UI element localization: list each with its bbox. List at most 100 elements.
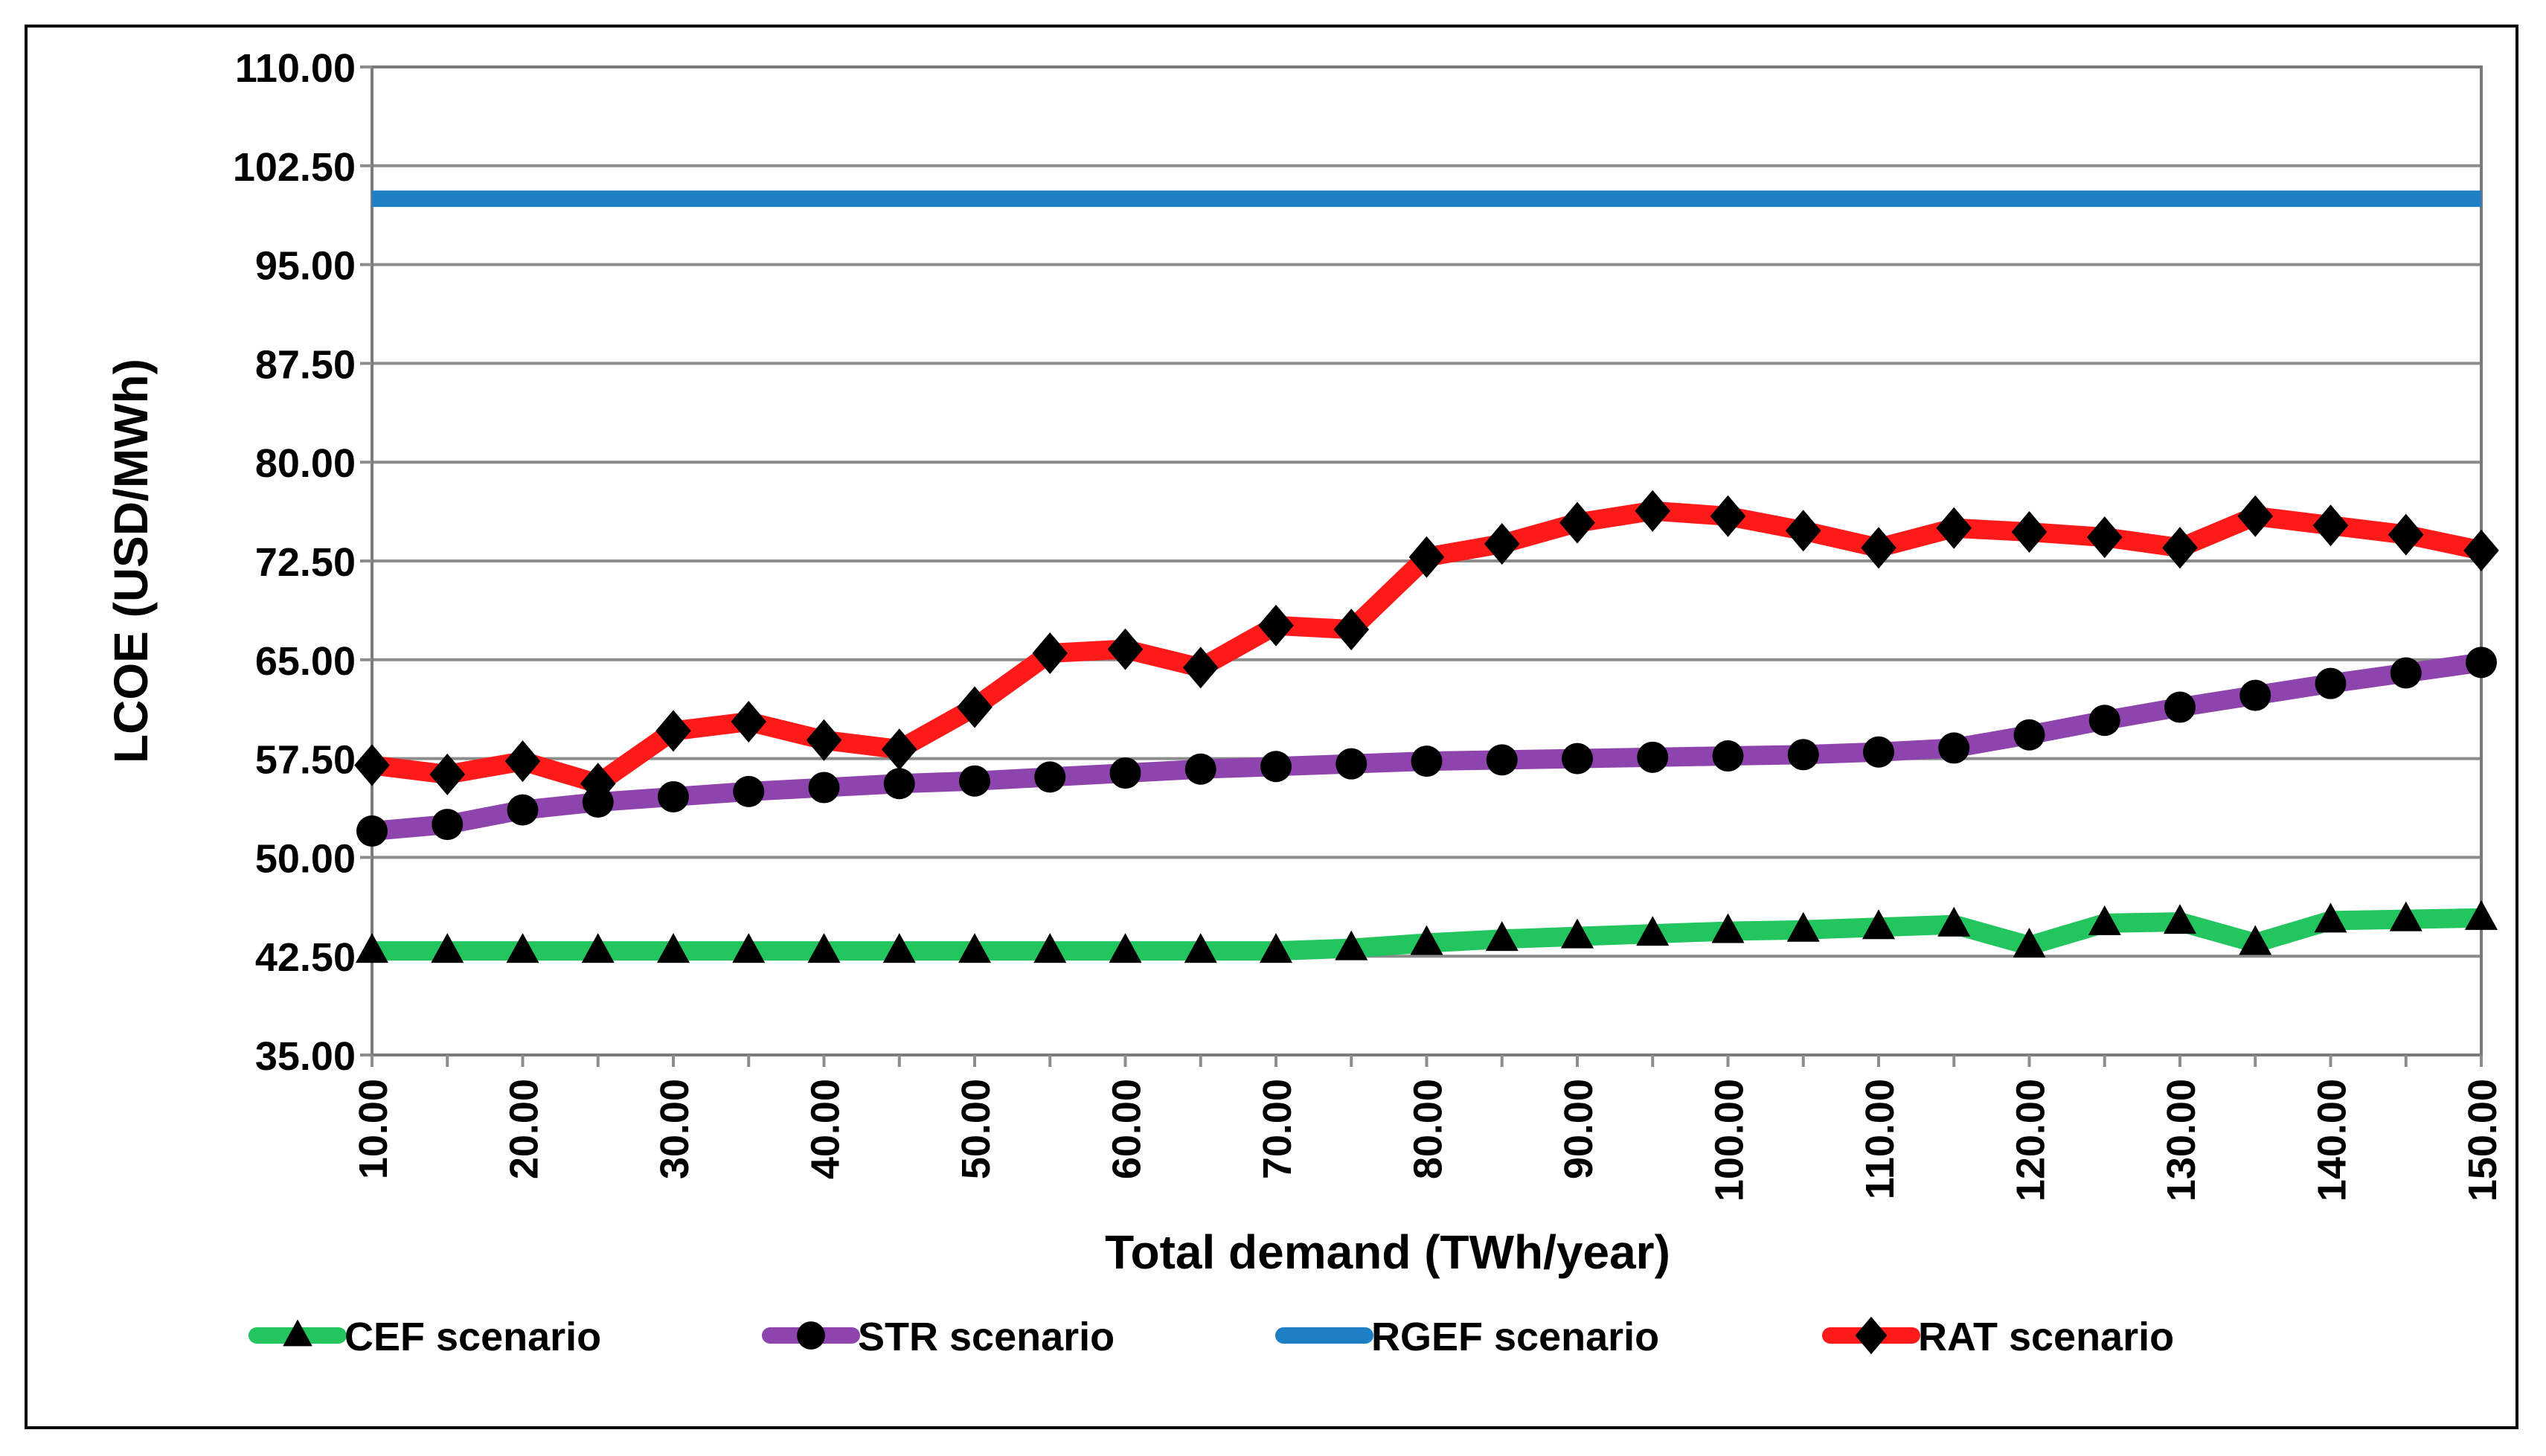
data-point-cef [1335,930,1368,960]
y-tick-label: 35.00 [255,1034,356,1079]
data-point-str [733,775,765,807]
data-point-rat [1258,604,1294,647]
data-point-str [356,815,388,847]
x-tick-label: 120.00 [2009,1079,2053,1202]
data-point-cef [581,933,615,963]
data-point-cef [1862,909,1895,940]
data-point-rat [580,763,616,805]
series-rat [354,490,2499,805]
data-point-cef [2314,902,2347,933]
data-point-rat [354,744,390,786]
y-tick-label: 102.50 [233,145,356,190]
data-point-cef [506,933,539,963]
y-tick-label: 95.00 [255,244,356,289]
x-tick-label: 60.00 [1105,1079,1149,1179]
y-tick-label: 72.50 [255,540,356,585]
data-point-cef [2389,901,2422,931]
y-tick-label: 42.50 [255,935,356,980]
data-point-str [658,780,689,812]
data-point-cef [732,933,766,963]
x-tick-label: 20.00 [502,1079,547,1179]
data-point-str [1787,739,1819,771]
data-point-rat [1182,647,1219,689]
data-point-cef [1786,911,1820,942]
data-point-cef [2013,928,2046,958]
data-point-rat [1635,490,1671,532]
x-tick-label: 10.00 [351,1079,396,1179]
data-point-cef [2164,904,2196,934]
data-point-str [2390,657,2422,689]
data-point-str [2088,705,2120,737]
data-point-cef [2088,905,2121,935]
x-tick-label: 50.00 [954,1079,998,1179]
data-point-cef [2239,925,2272,955]
data-point-cef [2465,899,2498,930]
x-tick-label: 100.00 [1708,1079,1752,1202]
data-point-rat [1559,501,1595,544]
y-axis-label: LCOE (USD/MWh) [104,359,158,763]
data-point-str [2164,691,2196,723]
data-point-cef [1184,933,1217,963]
data-point-cef [1636,916,1670,946]
data-point-rat [731,701,767,743]
legend-label-cef: CEF scenario [344,1315,601,1359]
data-point-cef [882,933,916,963]
data-point-cef [1260,933,1292,963]
data-point-rat [2011,511,2048,554]
data-point-cef [356,933,388,963]
data-point-cef [1711,913,1745,943]
data-point-str [2466,647,2497,679]
data-point-rat [1408,536,1445,578]
data-point-str [507,794,539,826]
data-point-str [1938,732,1970,764]
y-tick-label: 57.50 [255,738,356,783]
data-point-str [1486,744,1518,776]
x-axis-ticks: 10.00 20.00 30.00 40.00 50.00 60.00 70.00 80.00… [351,1055,2505,1202]
data-point-rat [2086,516,2123,559]
y-tick-label: 50.00 [255,836,356,881]
data-point-rat [2463,529,2499,571]
data-point-rat [504,740,541,783]
data-point-str [1411,745,1443,777]
data-point-rat [1861,527,1896,569]
data-point-str [1335,748,1367,780]
y-tick-label: 110.00 [235,46,356,91]
data-point-str [1260,751,1292,783]
legend-item-cef: CEF scenario [248,1315,601,1359]
data-point-rat [957,686,993,728]
x-axis-label: Total demand (TWh/year) [1105,1225,1670,1279]
data-point-cef [1937,906,1971,937]
data-point-rat [1785,510,1821,552]
data-point-str [1863,736,1894,768]
data-point-rat [2237,495,2274,537]
data-point-rat [806,719,842,761]
legend: CEF scenario STR scenario RGEF scenario RAT… [248,1315,2174,1359]
data-point-str [808,772,840,804]
data-point-str [959,765,990,797]
data-point-rat [1107,628,1144,670]
data-point-cef [1109,933,1142,963]
legend-item-rat: RAT scenario [1822,1315,2174,1359]
legend-item-rgef: RGEF scenario [1275,1315,1659,1359]
x-tick-label: 30.00 [652,1079,697,1179]
data-point-str [1184,753,1216,785]
data-point-str [1637,741,1669,773]
data-point-rat [881,728,917,771]
data-point-rat [2312,504,2349,547]
legend-marker-cef [283,1319,312,1347]
data-point-rat [1032,632,1068,674]
data-point-str [1034,761,1066,793]
x-tick-label: 80.00 [1406,1079,1451,1179]
legend-label-rat: RAT scenario [1918,1315,2174,1359]
data-point-cef [657,933,690,963]
data-point-str [1109,757,1141,789]
data-point-str [2315,667,2347,699]
legend-label-str: STR scenario [858,1315,1115,1359]
data-point-cef [958,933,991,963]
x-tick-label: 110.00 [1858,1079,1902,1199]
x-tick-label: 140.00 [2310,1079,2355,1202]
x-tick-label: 130.00 [2159,1079,2204,1202]
series-cef [356,899,2498,963]
data-point-str [1562,743,1593,774]
data-point-rat [1333,609,1370,651]
